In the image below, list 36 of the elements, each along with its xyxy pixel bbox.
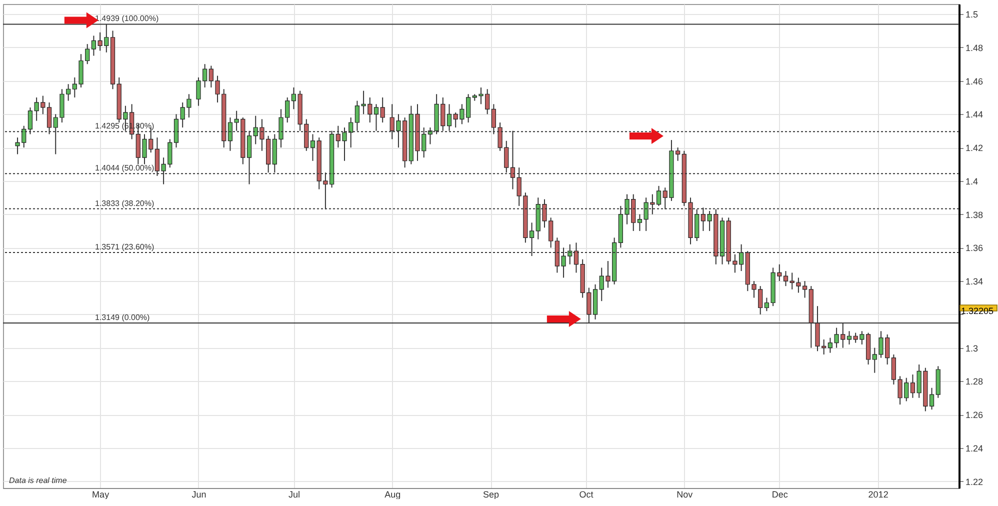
ref-line-label: 1.3833 (38.20%): [95, 198, 154, 208]
y-tick-label: 1.48: [966, 42, 984, 53]
y-tick-label: 1.28: [966, 376, 984, 387]
candlestick: [910, 374, 916, 398]
y-tick-label: 1.34: [966, 276, 984, 287]
ref-line-label: 1.4939 (100.00%): [95, 14, 159, 24]
y-tick-label: 1.46: [966, 76, 984, 86]
candlestick: [846, 330, 852, 345]
y-tick-label: 1.5: [966, 10, 978, 20]
y-tick-label: 1.22: [966, 476, 984, 487]
y-tick-label: 1.24: [966, 443, 984, 454]
y-tick-label: 1.42: [966, 143, 984, 154]
x-tick-label: Jul: [288, 490, 300, 500]
candlestick: [374, 104, 379, 132]
y-tick-label: 1.26: [966, 410, 984, 420]
x-tick-label: Jun: [192, 490, 206, 500]
candlestick: [380, 96, 385, 123]
y-tick-label: 1.3: [966, 343, 978, 354]
candlestick: [783, 270, 788, 287]
y-tick-label: 1.4: [966, 176, 978, 186]
x-tick-label: Oct: [579, 490, 594, 500]
x-tick-label: Dec: [772, 490, 788, 500]
ref-line-label: 1.3571 (23.60%): [95, 242, 154, 252]
y-tick-label: 1.38: [966, 210, 984, 220]
ref-line-label: 1.4044 (50.00%): [95, 164, 154, 173]
x-tick-label: 2012: [868, 490, 888, 500]
ref-line-label: 1.3149 (0.00%): [95, 312, 150, 322]
y-tick-label: 1.36: [966, 243, 984, 254]
x-tick-label: May: [92, 490, 110, 500]
x-tick-label: Sep: [483, 490, 500, 500]
y-tick-label: 1.44: [966, 110, 984, 120]
x-tick-label: Nov: [676, 490, 694, 500]
x-tick-label: Aug: [384, 490, 401, 500]
annotation: Data is real time: [9, 476, 68, 485]
candlestick: [656, 185, 662, 206]
candlestick: [310, 134, 316, 162]
